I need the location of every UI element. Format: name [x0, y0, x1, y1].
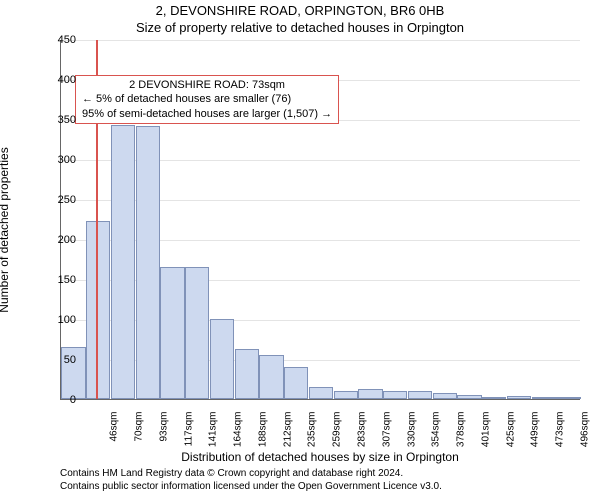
- y-tick-label: 150: [40, 274, 76, 286]
- x-tick-label: 141sqm: [208, 412, 219, 456]
- y-tick-label: 100: [40, 314, 76, 326]
- x-tick-label: 496sqm: [579, 412, 590, 456]
- gridline: [61, 40, 580, 41]
- histogram-bar: [532, 397, 556, 399]
- x-tick-label: 188sqm: [257, 412, 268, 456]
- annotation-box: 2 DEVONSHIRE ROAD: 73sqm← 5% of detached…: [75, 75, 339, 124]
- x-tick-label: 425sqm: [505, 412, 516, 456]
- histogram-bar: [433, 393, 457, 399]
- y-axis-label: Number of detached properties: [0, 65, 11, 230]
- histogram-bar: [185, 267, 209, 399]
- y-tick-label: 0: [40, 394, 76, 406]
- x-tick-label: 307sqm: [381, 412, 392, 456]
- x-tick-label: 93sqm: [158, 412, 169, 456]
- x-tick-label: 378sqm: [456, 412, 467, 456]
- annotation-line: ← 5% of detached houses are smaller (76): [82, 92, 332, 106]
- x-tick-label: 259sqm: [332, 412, 343, 456]
- annotation-line: 95% of semi-detached houses are larger (…: [82, 107, 332, 121]
- chart-title: 2, DEVONSHIRE ROAD, ORPINGTON, BR6 0HB: [0, 3, 600, 18]
- x-tick-label: 401sqm: [480, 412, 491, 456]
- chart-root: 2, DEVONSHIRE ROAD, ORPINGTON, BR6 0HB S…: [0, 0, 600, 500]
- histogram-bar: [309, 387, 333, 399]
- footnote: Contains HM Land Registry data © Crown c…: [60, 468, 580, 493]
- x-tick-label: 212sqm: [282, 412, 293, 456]
- plot-area: 2 DEVONSHIRE ROAD: 73sqm← 5% of detached…: [60, 40, 580, 400]
- histogram-bar: [284, 367, 308, 399]
- histogram-bar: [210, 319, 234, 399]
- y-tick-label: 450: [40, 34, 76, 46]
- x-tick-label: 449sqm: [530, 412, 541, 456]
- histogram-bar: [358, 389, 382, 399]
- x-tick-label: 117sqm: [183, 412, 194, 456]
- histogram-bar: [408, 391, 432, 399]
- x-tick-label: 473sqm: [555, 412, 566, 456]
- x-tick-label: 70sqm: [134, 412, 145, 456]
- annotation-line: 2 DEVONSHIRE ROAD: 73sqm: [82, 78, 332, 92]
- y-tick-label: 400: [40, 74, 76, 86]
- histogram-bar: [111, 125, 135, 399]
- histogram-bar: [259, 355, 283, 399]
- x-tick-label: 46sqm: [109, 412, 120, 456]
- y-tick-label: 200: [40, 234, 76, 246]
- x-tick-label: 164sqm: [233, 412, 244, 456]
- y-tick-label: 350: [40, 114, 76, 126]
- y-tick-label: 300: [40, 154, 76, 166]
- histogram-bar: [556, 397, 580, 399]
- histogram-bar: [482, 397, 506, 399]
- x-tick-label: 283sqm: [357, 412, 368, 456]
- histogram-bar: [136, 126, 160, 399]
- y-tick-label: 50: [40, 354, 76, 366]
- histogram-bar: [507, 396, 531, 399]
- x-tick-label: 354sqm: [431, 412, 442, 456]
- histogram-bar: [334, 391, 358, 399]
- chart-subtitle: Size of property relative to detached ho…: [0, 20, 600, 35]
- histogram-bar: [457, 395, 481, 399]
- footnote-line-1: Contains HM Land Registry data © Crown c…: [60, 468, 580, 481]
- y-tick-label: 250: [40, 194, 76, 206]
- x-tick-label: 235sqm: [307, 412, 318, 456]
- footnote-line-2: Contains public sector information licen…: [60, 481, 580, 494]
- histogram-bar: [235, 349, 259, 399]
- x-tick-label: 330sqm: [406, 412, 417, 456]
- histogram-bar: [160, 267, 184, 399]
- histogram-bar: [383, 391, 407, 399]
